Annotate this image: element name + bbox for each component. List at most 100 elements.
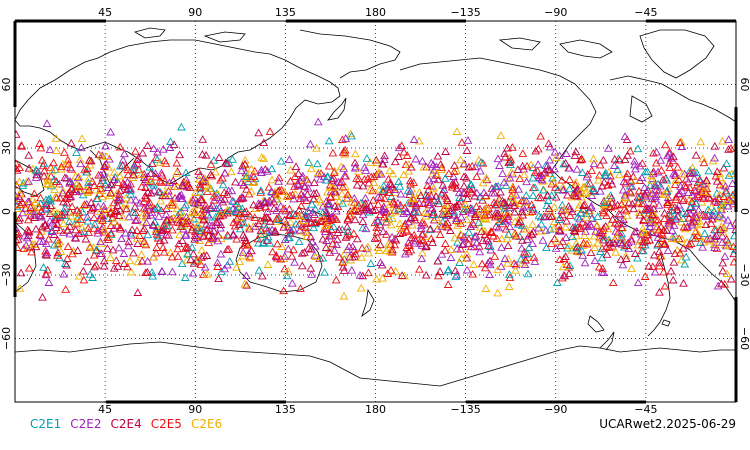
observation-triangle: [493, 181, 503, 190]
observation-triangle: [589, 154, 598, 163]
observation-triangle: [289, 209, 298, 218]
observation-triangle: [459, 232, 469, 241]
observation-triangle: [66, 138, 76, 147]
observation-triangle: [550, 164, 559, 173]
observation-triangle: [577, 245, 586, 254]
observation-triangle: [595, 232, 605, 241]
observation-triangle: [714, 213, 724, 222]
observation-triangle: [530, 168, 540, 177]
observation-triangle: [545, 165, 555, 174]
observation-triangle: [214, 153, 224, 161]
observation-triangle: [190, 193, 200, 202]
observation-triangle: [137, 250, 146, 258]
observation-triangle: [373, 192, 383, 201]
observation-triangle: [270, 188, 280, 196]
observation-triangle: [613, 219, 623, 228]
observation-triangle: [403, 198, 413, 207]
observation-triangle: [64, 159, 73, 168]
observation-triangle: [279, 222, 289, 231]
observation-triangle: [582, 213, 591, 221]
observation-triangle: [613, 165, 622, 174]
observation-triangle: [181, 244, 191, 252]
observation-triangle: [467, 161, 477, 170]
observation-triangle: [365, 158, 375, 166]
observation-triangle: [559, 254, 569, 262]
observation-triangle: [514, 184, 523, 193]
observation-triangle: [516, 217, 525, 225]
observation-triangle: [598, 235, 608, 244]
observation-triangle: [216, 220, 226, 228]
observation-triangle: [74, 271, 84, 280]
top-lon-label-6: −45: [634, 6, 657, 19]
observation-triangle: [503, 174, 513, 182]
observation-triangle: [419, 199, 428, 207]
observation-triangle: [272, 217, 281, 226]
observation-triangle: [320, 267, 329, 276]
observation-triangle: [679, 222, 689, 231]
observation-triangle: [141, 240, 151, 249]
observation-triangle: [189, 258, 199, 267]
top-lon-label-3: 180: [365, 6, 386, 19]
observation-triangle: [669, 169, 678, 178]
observation-triangle: [694, 205, 704, 214]
observation-triangle: [446, 253, 456, 261]
observation-triangle: [651, 181, 661, 190]
observation-triangle: [683, 188, 693, 197]
observation-triangle: [156, 178, 166, 186]
observation-triangle: [493, 288, 503, 297]
observation-triangle: [610, 201, 619, 210]
observation-triangle: [467, 206, 476, 214]
observation-triangle: [178, 194, 187, 203]
observation-triangle: [663, 151, 672, 160]
observation-triangle: [454, 188, 464, 197]
observation-triangle: [133, 288, 143, 296]
observation-triangle: [205, 225, 215, 234]
observation-triangle: [514, 218, 523, 227]
observation-triangle: [280, 220, 289, 229]
observation-triangle: [556, 241, 565, 249]
observation-triangle: [697, 197, 707, 206]
observation-triangle: [389, 197, 398, 206]
observation-triangle: [484, 203, 493, 212]
observation-triangle: [598, 206, 608, 215]
observation-triangle: [603, 180, 613, 189]
observation-triangle: [501, 216, 510, 225]
legend-item-c2e2: C2E2: [70, 417, 102, 431]
observation-triangle: [89, 243, 98, 251]
observation-triangle: [406, 179, 415, 188]
observation-triangle: [306, 244, 316, 253]
observation-triangle: [151, 227, 161, 235]
observation-triangle: [635, 208, 644, 217]
observation-triangle: [42, 179, 52, 187]
observation-triangle: [411, 154, 421, 163]
observation-triangle: [231, 177, 240, 186]
observation-triangle: [726, 144, 736, 152]
observation-triangle: [327, 231, 336, 240]
observation-triangle: [126, 189, 136, 198]
observation-triangle: [440, 246, 450, 254]
observation-triangle: [710, 232, 720, 240]
observation-triangle: [630, 175, 640, 184]
arctic-archipelago-2: [498, 37, 541, 51]
observation-triangle: [158, 144, 168, 153]
observation-triangle: [307, 199, 317, 208]
observation-triangle: [165, 178, 174, 187]
observation-triangle: [497, 243, 506, 251]
observation-triangle: [15, 177, 24, 186]
observation-triangle: [388, 169, 398, 178]
observation-triangle: [286, 176, 295, 185]
observation-triangle: [495, 217, 505, 226]
observation-triangle: [506, 160, 515, 169]
observation-triangle: [348, 242, 358, 250]
observation-triangle: [93, 202, 103, 211]
observation-triangle: [403, 186, 413, 195]
observation-triangle: [400, 249, 410, 258]
observation-triangle: [40, 166, 49, 175]
observation-triangle: [304, 243, 313, 252]
observation-triangle: [703, 205, 713, 214]
observation-triangle: [318, 213, 328, 221]
observation-triangle: [416, 221, 426, 230]
observation-triangle: [543, 196, 553, 204]
observation-triangle: [722, 269, 732, 278]
observation-triangle: [692, 213, 701, 222]
